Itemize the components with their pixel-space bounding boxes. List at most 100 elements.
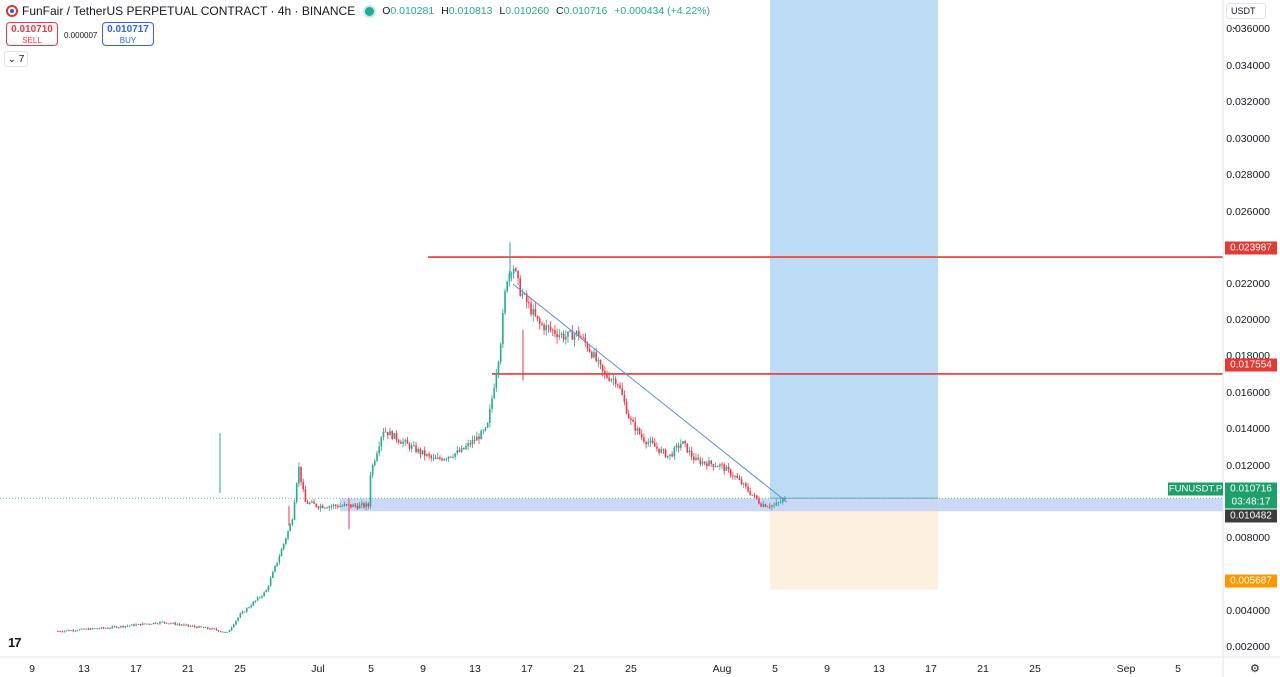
candle-body <box>432 457 435 459</box>
candle-body <box>673 447 676 457</box>
price-axis-label: 0.004000 <box>1226 605 1270 617</box>
candle-body <box>350 504 352 507</box>
candle-body <box>202 627 205 629</box>
candle-body <box>137 623 140 625</box>
candle-body <box>666 455 669 458</box>
candle-body <box>243 611 246 613</box>
candle-body <box>230 627 233 631</box>
candle-body <box>94 628 96 630</box>
candle-body <box>599 360 602 365</box>
candle-body <box>723 464 725 471</box>
candle-body <box>117 627 120 628</box>
candle-body <box>781 499 784 503</box>
candle-body <box>393 432 396 439</box>
candle-body <box>154 622 157 624</box>
candle-body <box>725 466 728 471</box>
candle-body <box>70 630 72 631</box>
candle-body <box>538 318 541 324</box>
indicators-toggle-button[interactable]: ⌄ 7 <box>4 51 28 67</box>
candle-body <box>729 469 732 476</box>
candle-body <box>68 630 70 632</box>
price-axis-label: 0.002000 <box>1226 641 1270 653</box>
candle-body <box>768 506 771 508</box>
candle-body <box>588 349 591 352</box>
candle-body <box>397 439 400 443</box>
candle-body <box>159 621 161 624</box>
descending-trendline <box>512 283 788 503</box>
candle-body <box>690 450 693 457</box>
candle-body <box>289 524 291 532</box>
candle-body <box>98 628 101 630</box>
candle-body <box>510 273 513 275</box>
candle-body <box>551 329 554 331</box>
candle-body <box>365 503 367 508</box>
candle-body <box>716 466 719 468</box>
candle-body <box>259 597 261 599</box>
candle-body <box>107 627 109 629</box>
candle-body <box>684 441 686 444</box>
candle-body <box>91 628 94 630</box>
candle-body <box>85 628 88 630</box>
candle-body <box>178 624 181 626</box>
buy-button[interactable]: 0.010717 BUY <box>102 22 154 46</box>
candle-body <box>226 631 229 633</box>
candle-body <box>311 501 313 503</box>
candle-body <box>189 625 192 627</box>
time-axis-label: 5 <box>772 663 778 675</box>
candle-body <box>719 464 721 467</box>
candle-body <box>237 617 239 621</box>
candle-body <box>317 506 320 509</box>
candle-body <box>591 351 593 358</box>
candle-body <box>363 503 365 508</box>
candle-body <box>582 337 584 339</box>
candle-body <box>61 631 64 633</box>
candle-body <box>714 466 717 468</box>
settings-gear-icon[interactable]: ⚙ <box>1250 663 1260 675</box>
candle-body <box>751 494 754 496</box>
candle-body <box>736 475 739 479</box>
candle-body <box>428 454 430 456</box>
candle-body <box>564 336 567 340</box>
candle-body <box>545 325 548 331</box>
sell-button[interactable]: 0.010710 SELL <box>6 22 58 46</box>
candle-body <box>254 600 257 603</box>
candle-body <box>269 578 272 586</box>
candle-body <box>699 459 702 464</box>
spread-value: 0.000007 <box>64 31 98 40</box>
candle-body <box>170 623 172 625</box>
candle-body <box>701 461 704 464</box>
candle-body <box>133 624 135 626</box>
long-risk-zone <box>770 498 938 590</box>
time-axis-label: 17 <box>925 663 937 675</box>
candle-body <box>337 505 339 508</box>
candle-body <box>417 448 420 453</box>
candle-body <box>519 278 522 296</box>
candle-body <box>610 379 613 381</box>
candle-body <box>324 507 326 509</box>
candle-body <box>686 443 689 453</box>
symbol-title[interactable]: FunFair / TetherUS PERPETUAL CONTRACT · … <box>22 4 356 18</box>
candle-body <box>276 562 278 566</box>
candle-body <box>122 625 124 628</box>
time-axis-label: 21 <box>977 663 989 675</box>
candle-body <box>304 489 307 502</box>
candle-body <box>495 374 498 388</box>
candle-body <box>493 387 495 399</box>
price-axis-label: 0.022000 <box>1226 278 1270 290</box>
candle-body <box>126 625 129 627</box>
candle-body <box>165 622 168 624</box>
tradingview-logo[interactable]: 17 <box>8 635 22 650</box>
candle-body <box>521 293 524 296</box>
candle-body <box>612 378 615 380</box>
candle-body <box>745 483 747 487</box>
candle-body <box>157 623 159 625</box>
candle-body <box>454 453 456 457</box>
time-axis-label: 9 <box>29 663 35 675</box>
candle-body <box>148 623 150 625</box>
candle-body <box>484 427 487 431</box>
currency-selector[interactable]: USDT ⌄ <box>1226 3 1266 31</box>
candle-body <box>306 501 309 504</box>
candle-body <box>150 623 153 625</box>
candle-body <box>248 607 250 609</box>
